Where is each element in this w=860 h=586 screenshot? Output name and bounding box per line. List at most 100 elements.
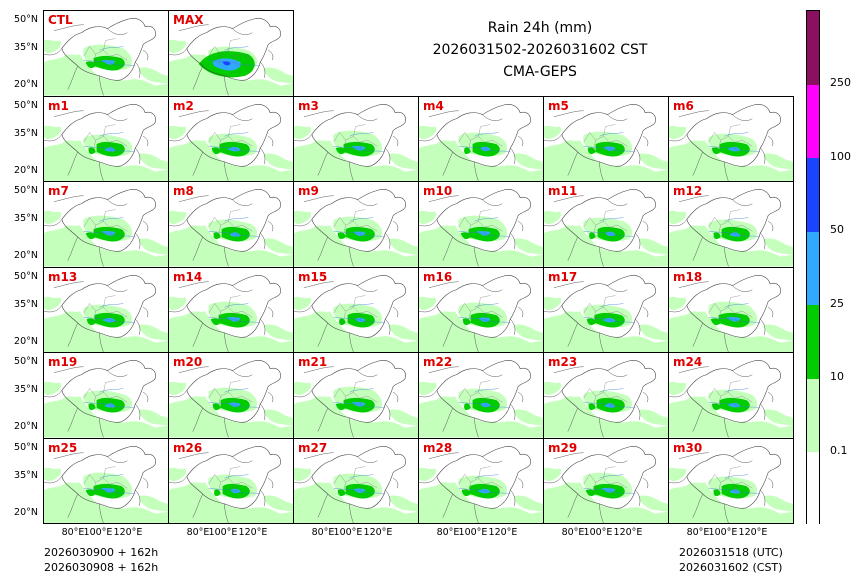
title-line-1: Rain 24h (mm) xyxy=(487,20,593,36)
x-tick-label: 80°E xyxy=(561,527,585,538)
map-panel: CTL xyxy=(43,10,169,97)
x-tick-label: 120°E xyxy=(238,527,268,538)
panel-label: m15 xyxy=(298,269,328,284)
map-panel: m4 xyxy=(418,95,544,182)
panel-label: m3 xyxy=(298,98,319,113)
colorbar-segment xyxy=(807,11,819,85)
panel-label: m28 xyxy=(423,440,453,455)
panel-label: m22 xyxy=(423,355,453,369)
panel-label: m20 xyxy=(173,355,203,369)
map-panel: m28 xyxy=(418,437,544,524)
map-panel: m26 xyxy=(168,437,294,524)
panel-label: m2 xyxy=(173,98,194,113)
valid-time-utc: 2026031518 (UTC) xyxy=(679,546,783,559)
map-panel: m27 xyxy=(293,437,419,524)
panel-label: m11 xyxy=(548,184,578,198)
colorbar xyxy=(806,10,820,526)
panel-label: m25 xyxy=(48,440,78,455)
colorbar-level-label: 25 xyxy=(830,296,844,310)
x-tick-label: 100°E xyxy=(208,527,238,538)
y-tick-label: 50°N xyxy=(14,14,38,26)
map-panel: m17 xyxy=(543,266,669,353)
x-tick-label: 100°E xyxy=(83,527,113,538)
map-panel: m22 xyxy=(418,352,544,439)
colorbar-segment xyxy=(807,157,819,232)
map-panel: m3 xyxy=(293,95,419,182)
y-tick-label: 20°N xyxy=(14,421,38,433)
x-tick-label: 120°E xyxy=(613,527,643,538)
map-panel: m23 xyxy=(543,352,669,439)
colorbar-segment xyxy=(807,378,819,453)
panel-label: m10 xyxy=(423,184,453,198)
y-tick-label: 20°N xyxy=(14,250,38,262)
colorbar-level-label: 50 xyxy=(830,223,844,237)
x-tick-label: 120°E xyxy=(113,527,143,538)
map-panel: m7 xyxy=(43,181,169,268)
panel-label: m7 xyxy=(48,184,69,198)
panel-label: CTL xyxy=(48,13,73,27)
panel-label: m14 xyxy=(173,269,203,284)
map-panel: m24 xyxy=(668,352,794,439)
panel-label: m5 xyxy=(548,98,569,113)
x-tick-label: 100°E xyxy=(458,527,488,538)
colorbar-segment xyxy=(807,451,819,526)
colorbar-level-label: 250 xyxy=(830,76,851,90)
y-tick-label: 35°N xyxy=(14,384,38,396)
map-panel: m9 xyxy=(293,181,419,268)
map-panel: m21 xyxy=(293,352,419,439)
y-tick-label: 50°N xyxy=(14,356,38,368)
map-panel: m18 xyxy=(668,266,794,353)
panel-label: m21 xyxy=(298,355,328,369)
x-tick-label: 100°E xyxy=(708,527,738,538)
panel-label: m13 xyxy=(48,269,78,284)
x-tick-label: 120°E xyxy=(488,527,518,538)
y-tick-label: 35°N xyxy=(14,127,38,139)
y-tick-label: 35°N xyxy=(14,298,38,310)
map-panel: m5 xyxy=(543,95,669,182)
y-tick-label: 35°N xyxy=(14,213,38,225)
colorbar-level-label: 100 xyxy=(830,149,851,163)
panel-label: m9 xyxy=(298,184,319,198)
title-line-3: CMA-GEPS xyxy=(503,64,577,80)
panel-label: m26 xyxy=(173,440,203,455)
map-panel: m25 xyxy=(43,437,169,524)
map-panel: m8 xyxy=(168,181,294,268)
y-tick-label: 20°N xyxy=(14,506,38,518)
panel-label: m6 xyxy=(673,98,694,113)
map-panel: MAX xyxy=(168,10,294,97)
colorbar-level-label: 10 xyxy=(830,370,844,384)
panel-label: m24 xyxy=(673,355,703,369)
map-title: Rain 24h (mm) 2026031502-2026031602 CST … xyxy=(380,20,700,90)
map-panel: m29 xyxy=(543,437,669,524)
panel-label: m17 xyxy=(548,269,578,284)
map-panel: m12 xyxy=(668,181,794,268)
x-tick-label: 80°E xyxy=(311,527,335,538)
map-panel: m6 xyxy=(668,95,794,182)
panel-label: m27 xyxy=(298,440,328,455)
title-line-2: 2026031502-2026031602 CST xyxy=(432,42,648,58)
panel-label: m30 xyxy=(673,440,703,455)
map-panel: m2 xyxy=(168,95,294,182)
panel-label: m16 xyxy=(423,269,453,284)
panel-label: m12 xyxy=(673,184,703,198)
panel-label: m23 xyxy=(548,355,578,369)
colorbar-segment xyxy=(807,304,819,379)
y-tick-label: 50°N xyxy=(14,441,38,453)
colorbar-segment xyxy=(807,84,819,159)
panel-label: m29 xyxy=(548,440,578,455)
init-time-cst: 2026030908 + 162h xyxy=(44,561,159,574)
y-tick-label: 35°N xyxy=(14,42,38,54)
y-tick-label: 35°N xyxy=(14,469,38,481)
y-tick-label: 50°N xyxy=(14,270,38,282)
y-tick-label: 20°N xyxy=(14,79,38,91)
x-tick-label: 120°E xyxy=(363,527,393,538)
x-tick-label: 80°E xyxy=(436,527,460,538)
x-tick-label: 80°E xyxy=(686,527,710,538)
panel-label: MAX xyxy=(173,13,204,27)
map-panel: m19 xyxy=(43,352,169,439)
panel-label: m1 xyxy=(48,98,69,113)
map-panel: m1 xyxy=(43,95,169,182)
map-panel: m30 xyxy=(668,437,794,524)
colorbar-segment xyxy=(807,231,819,306)
panel-label: m8 xyxy=(173,184,194,198)
